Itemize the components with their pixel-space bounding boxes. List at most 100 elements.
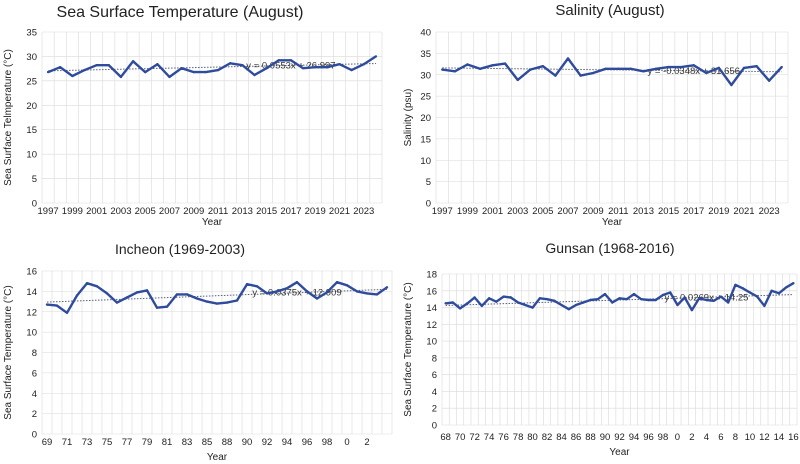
y-tick-label: 5 [32,174,37,185]
gunsan-data-point [625,297,628,301]
x-tick-label: 71 [62,437,73,448]
y-tick-label: 8 [432,353,437,364]
gunsan-title: Gunsan (1968-2016) [545,240,674,256]
salinity-august-data-point [667,65,670,69]
sst-august-data-point [95,64,98,67]
salinity-august-data-point [491,64,494,67]
gunsan-data-point [451,301,455,304]
y-tick-label: 16 [426,286,437,297]
incheon-data-point [105,292,109,295]
salinity-august-data-point [692,64,695,67]
x-tick-label: 2021 [329,206,350,217]
y-tick-label: 14 [426,303,437,314]
y-tick-label: 10 [26,150,37,161]
gunsan-data-point [524,303,527,307]
x-tick-label: 2009 [583,206,604,217]
sst-august-data-point [204,70,208,74]
gunsan-data-point [712,299,715,303]
x-tick-label: 14 [774,432,785,443]
x-tick-label: 0 [344,437,349,448]
gunsan-data-point [697,297,701,300]
sst-august-data-point [119,75,123,79]
gunsan-data-point [777,292,781,295]
x-tick-label: 2015 [658,206,679,217]
gunsan-data-point [784,286,788,289]
x-tick-label: 2023 [759,206,780,217]
gunsan-data-point [683,296,686,299]
sst-august-xlabel: Year [202,217,223,228]
gunsan-data-point [603,292,607,296]
incheon-data-point [215,302,219,305]
incheon-data-point [85,282,89,285]
y-tick-label: 4 [432,387,437,398]
sst-august-data-point [144,70,147,74]
y-tick-label: 20 [26,101,37,112]
x-tick-label: 82 [542,432,553,443]
incheon-data-point [385,286,389,289]
sst-august-data-point [314,65,317,69]
gunsan-data-point [589,298,592,302]
gunsan-data-point [473,296,476,299]
incheon-data-point [165,305,169,308]
sst-august-data-point [83,68,86,72]
gunsan-data-point [654,298,657,302]
gunsan-data-point [632,292,636,296]
sst-august-title: Sea Surface Temperature (August) [57,4,304,21]
salinity-august-data-point [466,63,469,66]
x-tick-label: 12 [759,432,770,443]
incheon-data-point [285,287,289,290]
gunsan-data-point [545,297,549,301]
x-tick-label: 80 [527,432,538,443]
incheon-data-point [275,290,279,293]
sst-august-data-point [192,70,195,74]
sst-august-ylabel: Sea Surface Telmperature (°C) [3,49,14,186]
sst-august-data-point [107,64,110,67]
x-tick-label: 2013 [232,206,253,217]
y-tick-label: 15 [26,125,37,136]
x-tick-label: 0 [675,432,680,443]
sst-august-trend-equation: y = 0.0553x + 26.997 [246,60,335,71]
x-tick-label: 75 [102,437,113,448]
incheon-data-point [325,291,329,294]
x-tick-label: 81 [162,437,173,448]
gunsan-data-point [770,289,773,292]
incheon-data-point [115,301,119,304]
y-tick-label: 10 [26,328,37,339]
sst-august-data-point [216,68,220,72]
incheon-data-point [375,293,379,296]
incheon-data-point [305,290,309,293]
incheon-data-point [55,304,59,307]
x-tick-label: 2021 [733,206,754,217]
gunsan-data-point [487,297,491,300]
y-tick-label: 14 [26,287,37,298]
y-tick-label: 40 [420,28,431,39]
y-tick-label: 12 [426,320,437,331]
x-tick-label: 69 [42,437,53,448]
gunsan-data-point [466,302,469,305]
x-tick-label: 77 [122,437,133,448]
y-tick-label: 0 [32,199,37,210]
gunsan-data-point [726,301,730,304]
gunsan-ylabel: Sea Surface Temperature (°C) [403,282,414,416]
x-tick-label: 74 [484,432,495,443]
gunsan-data-point [502,295,505,298]
y-tick-label: 30 [420,70,431,81]
gunsan-data-point [495,300,498,303]
x-tick-label: 96 [643,432,654,443]
x-tick-label: 2011 [208,206,228,217]
sst-august-data-point [265,66,268,70]
y-tick-label: 20 [420,113,431,124]
incheon-data-point [295,281,299,284]
x-tick-label: 96 [302,437,313,448]
gunsan-data-point [509,296,513,299]
x-tick-label: 1999 [62,206,83,217]
sst-august-data-point [374,55,378,58]
incheon-data-point [75,294,79,297]
x-tick-label: 2 [689,432,694,443]
x-tick-label: 70 [455,432,466,443]
incheon-data-point [345,284,349,287]
x-tick-label: 79 [142,437,153,448]
gunsan-data-point [538,297,542,300]
